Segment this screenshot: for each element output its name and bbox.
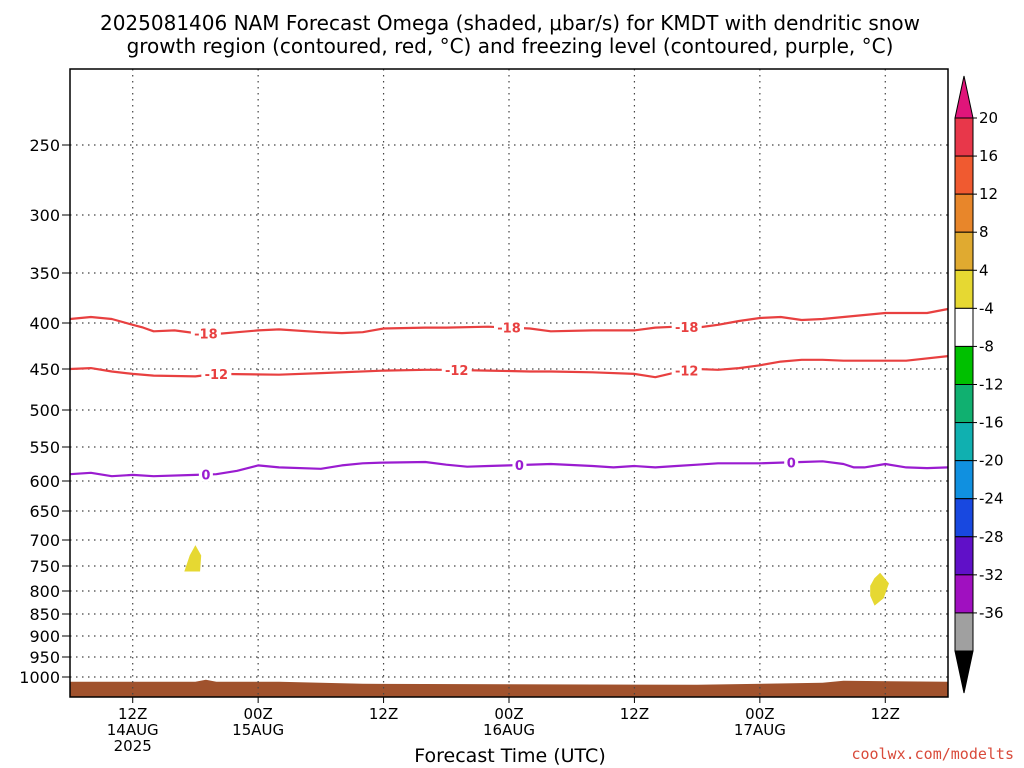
contour-label: 0 [201,469,210,484]
plot-background [70,69,948,697]
colorbar-bin [954,117,974,157]
colorbar-bin [954,231,974,271]
y-tick-label: 950 [29,648,60,667]
shaded-omega-region [184,545,202,572]
y-tick-label: 800 [29,582,60,601]
colorbar-tick-label: -20 [979,452,1004,470]
contour-line [69,307,949,336]
contour-label-bg [441,362,472,378]
colorbar-bin [954,422,974,462]
x-tick-label: 14AUG [107,721,159,739]
x-tick-label: 12Z [871,705,900,723]
colorbar-tick-label: -28 [979,528,1004,546]
y-tick-label: 850 [29,605,60,624]
contour-label-bg [201,365,232,381]
credit-text: coolwx.com/modelts [851,745,1014,763]
contour-label-bg [784,454,799,470]
contour-label: -12 [445,364,469,379]
colorbar-bin [954,574,974,614]
chart-title: 2025081406 NAM Forecast Omega (shaded, μ… [100,11,920,58]
y-tick-label: 900 [29,627,60,646]
contour-label: 0 [787,456,796,471]
colorbar-bin [954,384,974,424]
contour-line [69,355,949,379]
x-tick-label: 12Z [369,705,398,723]
chart-title-line-2: growth region (contoured, red, °C) and f… [127,34,894,58]
contour-label-bg [494,319,524,335]
colorbar-bin [954,536,974,576]
colorbar-tick-label: -24 [979,490,1004,508]
y-tick-label: 550 [29,438,60,457]
colorbar-tick-label: 20 [979,109,998,127]
colorbar-tick-label: -4 [979,299,994,317]
y-tick-label: 600 [29,472,60,491]
colorbar-bin [954,612,974,652]
y-tick-label: 1000 [19,668,60,687]
x-tick-label: 12Z [118,705,147,723]
x-tick-label: 12Z [620,705,649,723]
colorbar-tick-label: 12 [979,185,998,203]
colorbar-tick-label: -16 [979,414,1004,432]
y-tick-label: 750 [29,557,60,576]
colorbar-tick-label: 8 [979,223,989,241]
x-tick-label: 00Z [745,705,774,723]
y-tick-label: 250 [29,136,60,155]
x-tick-label: 16AUG [483,721,535,739]
contour-label-bg [190,325,221,341]
x-tick-label: 00Z [494,705,523,723]
colorbar-bin [954,193,974,233]
contour-label: -18 [497,322,521,337]
y-tick-label: 500 [29,401,60,420]
colorbar-bottom-arrow [954,650,974,694]
contour-label: -12 [205,368,229,383]
shaded-omega-region [870,572,889,606]
contour-label-bg [512,457,527,473]
contour-line [69,460,949,478]
colorbar-tick-label: -8 [979,337,994,355]
colorbar-tick-label: -36 [979,604,1004,622]
contour-label: -18 [675,321,699,336]
x-tick-label: 2025 [114,737,152,755]
chart-title-line-1: 2025081406 NAM Forecast Omega (shaded, μ… [100,11,920,35]
colorbar: 20 16 12 8 4 -4 -8 -12 -16 -20 -24 -28 -32 -36 [954,75,1004,694]
colorbar-tick-label: -12 [979,376,1004,394]
x-tick-label: 15AUG [232,721,284,739]
colorbar-tick-label: -32 [979,566,1004,584]
colorbar-bin [954,269,974,309]
y-tick-label: 650 [29,502,60,521]
y-tick-label: 350 [29,264,60,283]
contour-label: 0 [515,459,524,474]
x-tick-label: 17AUG [734,721,786,739]
y-tick-label: 450 [29,360,60,379]
plot-area: -18 -18 -18 -12 -12 -12 0 0 0 [69,68,949,698]
colorbar-bin [954,155,974,195]
colorbar-bin [954,345,974,385]
colorbar-bin [954,460,974,500]
y-axis: 250 300 350 400 450 500 550 600 650 700 750 800 850 9… [19,136,70,687]
y-tick-label: 700 [29,531,60,550]
colorbar-top-arrow [954,75,974,119]
contour-label: -18 [194,328,218,343]
colorbar-bin [954,498,974,538]
colorbar-bin [954,307,974,347]
contour-label: -12 [675,365,699,380]
contour-label-bg [671,319,702,335]
colorbar-tick-label: 16 [979,147,998,165]
x-axis-label: Forecast Time (UTC) [414,745,605,767]
contour-label-bg [198,466,213,482]
y-tick-label: 300 [29,206,60,225]
contour-label-bg [671,362,702,378]
colorbar-tick-label: 4 [979,261,989,279]
x-tick-label: 00Z [243,705,272,723]
y-tick-label: 400 [29,314,60,333]
